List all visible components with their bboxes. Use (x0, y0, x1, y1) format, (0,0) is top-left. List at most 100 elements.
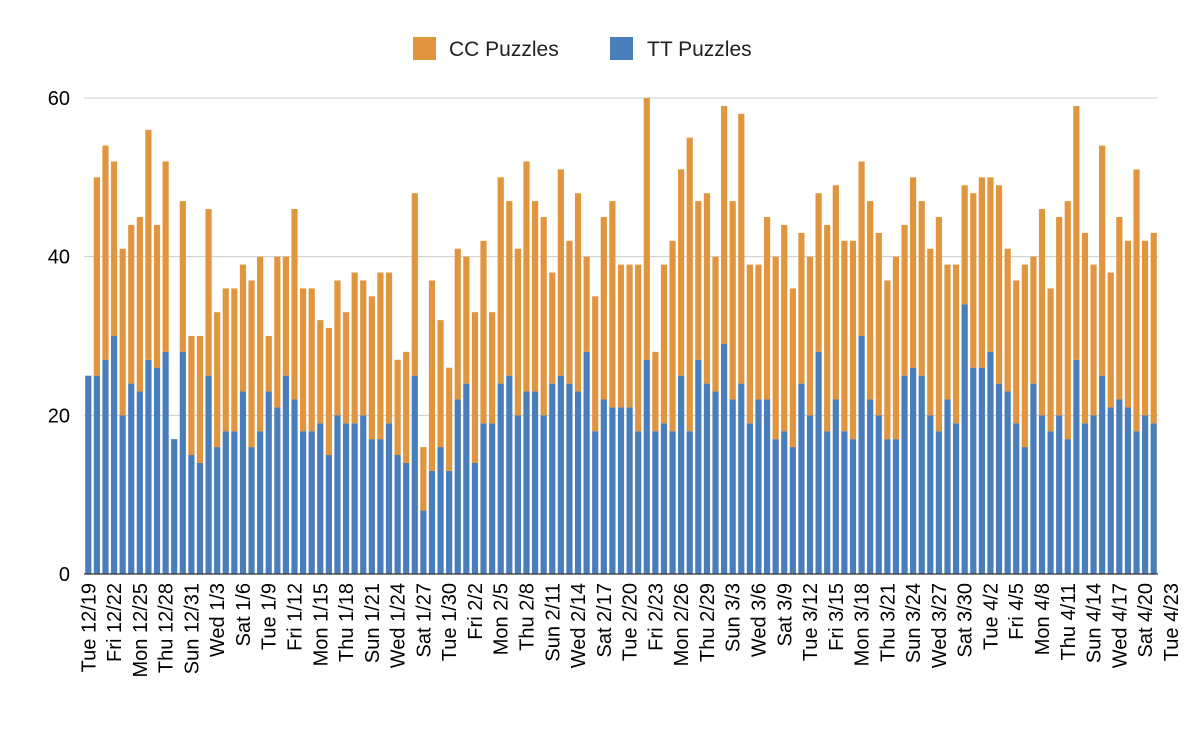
bar-cc-puzzles (729, 201, 736, 400)
bar-cc-puzzles (1030, 256, 1037, 384)
bar-tt-puzzles (248, 447, 255, 574)
bar-cc-puzzles (274, 256, 281, 408)
bar-cc-puzzles (1004, 248, 1011, 392)
bar-cc-puzzles (600, 217, 607, 400)
bar-tt-puzzles (755, 399, 762, 574)
bar-tt-puzzles (574, 391, 582, 574)
bar-tt-puzzles (128, 383, 135, 574)
bar-tt-puzzles (257, 431, 264, 574)
bar-tt-puzzles (1090, 415, 1097, 574)
bar-cc-puzzles (1133, 169, 1140, 432)
bar-tt-puzzles (110, 336, 118, 574)
bar-tt-puzzles (188, 455, 195, 574)
bar-cc-puzzles (506, 201, 513, 376)
bar-cc-puzzles (300, 288, 307, 432)
bar-cc-puzzles (686, 137, 693, 432)
bar-tt-puzzles (660, 423, 668, 574)
bar-tt-puzzles (789, 447, 796, 574)
bar-cc-puzzles (205, 209, 212, 376)
x-tick-label: Sat 2/17 (594, 583, 616, 658)
bar-tt-puzzles (162, 351, 169, 574)
bar-cc-puzzles (592, 296, 599, 432)
legend-label-tt-puzzles: TT Puzzles (647, 38, 752, 61)
x-axis-ticks: Tue 12/19 Fri 12/22 Mon 12/25 Thu 12/28 Sun … (78, 583, 1183, 678)
x-tick-label: Tue 12/19 (78, 583, 100, 672)
bar-tt-puzzles (978, 367, 985, 574)
bar-tt-puzzles (1099, 375, 1106, 574)
bar-tt-puzzles (849, 439, 857, 574)
bar-cc-puzzles (1081, 232, 1089, 424)
bar-cc-puzzles (1064, 201, 1071, 440)
y-axis-ticks: 0 20 40 60 (48, 88, 70, 586)
bar-cc-puzzles (411, 193, 418, 376)
bar-cc-puzzles (1073, 105, 1080, 360)
bar-tt-puzzles (686, 431, 693, 574)
x-tick-label: Fri 1/12 (285, 583, 307, 651)
bar-tt-puzzles (153, 367, 161, 574)
bar-cc-puzzles (214, 312, 221, 448)
bar-cc-puzzles (531, 201, 539, 392)
bar-cc-puzzles (557, 169, 564, 376)
x-tick-label: Thu 2/29 (697, 583, 719, 662)
bar-cc-puzzles (188, 336, 195, 455)
bar-cc-puzzles (918, 201, 925, 376)
bar-tt-puzzles (746, 423, 753, 574)
bar-tt-puzzles (325, 455, 332, 574)
x-tick-label: Tue 2/20 (620, 583, 642, 661)
bar-cc-puzzles (669, 240, 676, 432)
bar-cc-puzzles (781, 224, 788, 432)
bar-cc-puzzles (746, 264, 753, 424)
bar-tt-puzzles (377, 439, 384, 574)
bar-cc-puzzles (437, 320, 444, 448)
bar-tt-puzzles (626, 407, 633, 574)
bar-tt-puzzles (721, 343, 728, 574)
bar-cc-puzzles (282, 256, 290, 376)
bar-tt-puzzles (145, 359, 152, 574)
bar-tt-puzzles (239, 391, 247, 574)
bar-cc-puzzles (1013, 280, 1020, 424)
bar-cc-puzzles (136, 217, 143, 392)
bar-tt-puzzles (360, 415, 367, 574)
bar-cc-puzzles (257, 256, 264, 432)
bar-tt-puzzles (592, 431, 599, 574)
bar-tt-puzzles (231, 431, 238, 574)
bar-cc-puzzles (841, 240, 848, 432)
bar-tt-puzzles (291, 399, 298, 574)
bar-tt-puzzles (368, 439, 375, 574)
bar-cc-puzzles (265, 336, 272, 392)
bar-cc-puzzles (153, 224, 161, 368)
bar-cc-puzzles (377, 272, 384, 440)
bar-tt-puzzles (901, 375, 908, 574)
bar-cc-puzzles (342, 312, 350, 424)
bar-cc-puzzles (763, 217, 771, 400)
x-tick-label: Sat 1/6 (233, 583, 255, 646)
x-tick-label: Mon 1/15 (310, 583, 332, 666)
bar-cc-puzzles (1056, 217, 1063, 416)
x-tick-label: Tue 4/23 (1161, 583, 1183, 661)
bar-tt-puzzles (566, 383, 573, 574)
bar-tt-puzzles (1064, 439, 1071, 574)
x-tick-label: Tue 3/12 (800, 583, 822, 661)
bar-cc-puzzles (678, 169, 685, 376)
bar-tt-puzzles (454, 399, 461, 574)
bars (85, 98, 1157, 574)
bar-tt-puzzles (987, 351, 994, 574)
x-tick-label: Wed 3/6 (748, 583, 770, 657)
bar-tt-puzzles (411, 375, 418, 574)
x-tick-label: Sat 4/20 (1135, 583, 1157, 658)
x-tick-label: Wed 2/14 (568, 583, 590, 668)
bar-cc-puzzles (789, 288, 796, 448)
bar-tt-puzzles (798, 383, 805, 574)
x-tick-label: Mon 2/26 (671, 583, 693, 666)
x-tick-label: Mon 3/18 (852, 583, 874, 666)
bar-cc-puzzles (995, 185, 1003, 384)
bar-tt-puzzles (1013, 423, 1020, 574)
bar-tt-puzzles (935, 431, 942, 574)
bar-cc-puzzles (635, 264, 642, 432)
bar-cc-puzzles (935, 217, 942, 432)
bar-cc-puzzles (712, 256, 719, 392)
bar-cc-puzzles (566, 240, 573, 384)
x-tick-label: Wed 1/24 (388, 583, 410, 668)
bar-cc-puzzles (454, 248, 461, 400)
bar-tt-puzzles (171, 439, 178, 574)
